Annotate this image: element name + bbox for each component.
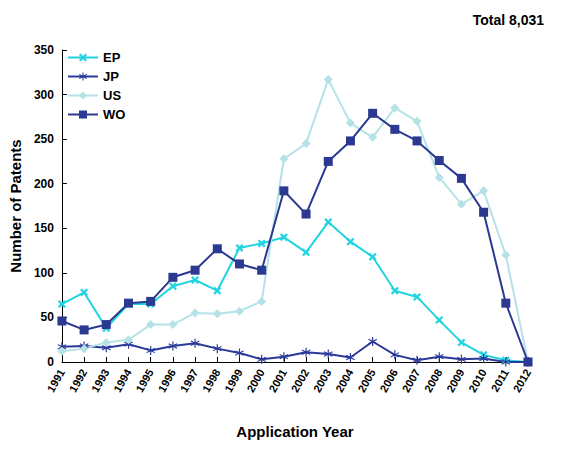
svg-text:EP: EP (103, 50, 121, 65)
svg-text:1999: 1999 (222, 367, 245, 394)
svg-text:2008: 2008 (422, 367, 445, 394)
svg-text:1996: 1996 (155, 367, 178, 394)
svg-text:150: 150 (34, 221, 54, 235)
svg-text:JP: JP (103, 69, 119, 84)
svg-text:2012: 2012 (511, 367, 534, 394)
svg-text:100: 100 (34, 266, 54, 280)
svg-text:250: 250 (34, 132, 54, 146)
svg-text:2009: 2009 (444, 367, 467, 394)
svg-text:2004: 2004 (333, 366, 356, 394)
svg-text:2002: 2002 (289, 367, 312, 394)
svg-text:2011: 2011 (489, 367, 511, 394)
svg-text:1998: 1998 (200, 367, 223, 394)
svg-text:350: 350 (34, 43, 54, 57)
svg-text:1997: 1997 (178, 367, 201, 394)
svg-text:2006: 2006 (377, 367, 400, 394)
svg-text:1993: 1993 (89, 367, 112, 394)
svg-text:Application Year: Application Year (236, 423, 353, 440)
svg-text:WO: WO (103, 107, 125, 122)
svg-text:Total 8,031: Total 8,031 (473, 12, 545, 28)
svg-text:1994: 1994 (111, 366, 134, 394)
svg-text:1992: 1992 (67, 367, 90, 394)
svg-text:1991: 1991 (45, 367, 68, 394)
svg-text:200: 200 (34, 177, 54, 191)
svg-text:1995: 1995 (133, 367, 156, 394)
svg-text:2003: 2003 (311, 367, 334, 394)
svg-text:Number of Patents: Number of Patents (7, 139, 24, 272)
svg-text:50: 50 (41, 310, 55, 324)
svg-text:2010: 2010 (466, 367, 489, 394)
svg-text:US: US (103, 88, 121, 103)
svg-text:2000: 2000 (244, 367, 267, 394)
svg-text:300: 300 (34, 88, 54, 102)
svg-text:2007: 2007 (400, 367, 423, 394)
svg-text:2005: 2005 (355, 367, 378, 394)
svg-text:2001: 2001 (266, 367, 289, 394)
svg-text:0: 0 (47, 355, 54, 369)
